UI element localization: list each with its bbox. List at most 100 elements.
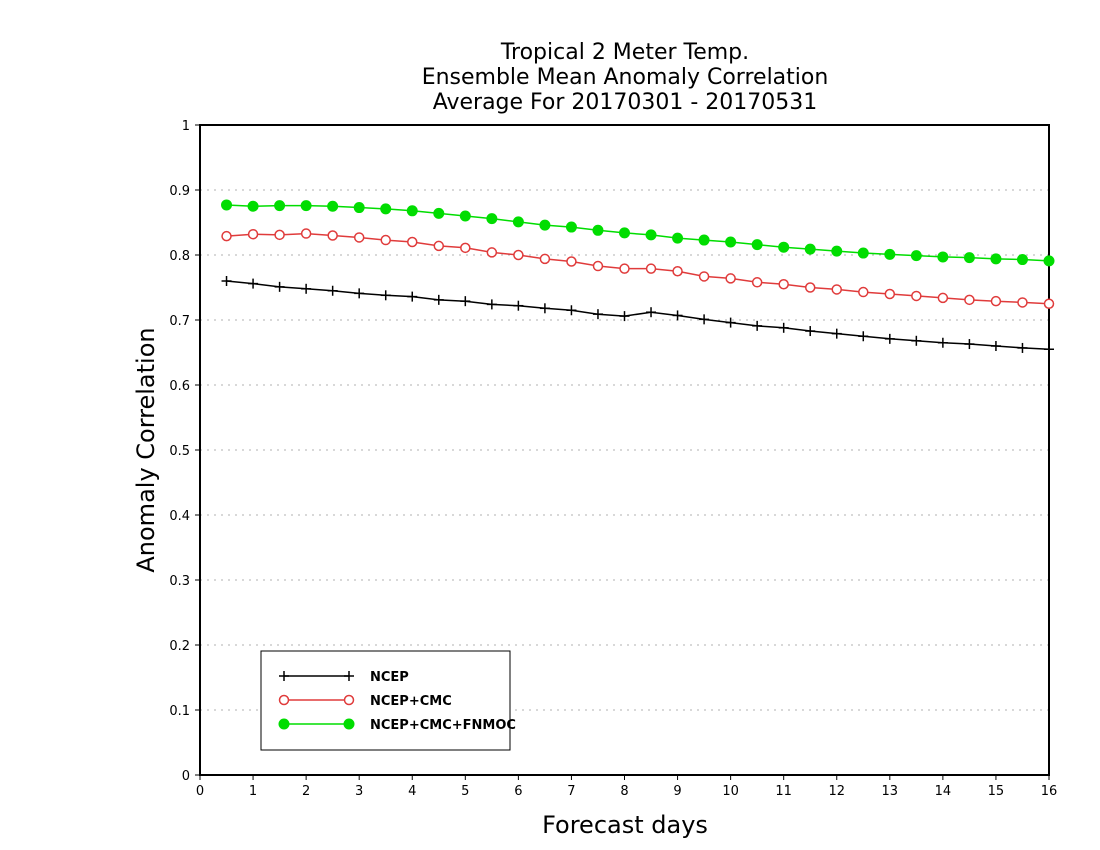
y-tick-label: 0.9 [169,184,190,199]
data-point-ncep-cmc-fnmoc [459,210,471,222]
data-point-ncep-cmc-fnmoc [433,207,445,219]
data-point-ncep-cmc-fnmoc [592,224,604,236]
legend-marker-end [343,694,355,706]
data-point-ncep-cmc [804,282,816,293]
data-point-ncep-cmc [964,294,975,306]
data-point-ncep [1044,344,1054,355]
legend-entry-ncep-cmc: NCEP+CMC [278,694,452,709]
data-point-ncep-cmc [645,263,657,274]
data-point-ncep-cmc [327,230,338,241]
data-point-ncep [699,314,710,325]
data-point-ncep-cmc [380,234,391,246]
legend-label-ncep-cmc-fnmoc: NCEP+CMC+FNMOC [370,718,516,733]
x-tick-label: 1 [249,784,257,799]
data-point-ncep [566,305,577,316]
data-point-ncep-cmc-fnmoc [910,250,922,262]
legend-marker-end [343,718,355,730]
data-point-ncep-cmc [247,228,259,240]
data-point-ncep-cmc-fnmoc [539,219,551,231]
data-point-ncep-cmc [778,279,789,290]
x-tick-label: 14 [935,784,952,799]
data-point-ncep [407,291,418,302]
data-point-ncep-cmc [274,229,285,241]
data-point-ncep-cmc [433,240,445,252]
data-point-ncep-cmc-fnmoc [565,221,577,233]
data-point-ncep [911,335,922,346]
data-point-ncep-cmc-fnmoc [486,213,498,225]
legend-marker-start [279,671,289,681]
data-point-ncep [592,309,603,320]
data-point-ncep [513,300,524,311]
data-point-ncep [327,285,338,296]
x-tick-label: 4 [408,784,416,799]
data-point-ncep [858,331,869,342]
legend-marker-end [344,671,354,681]
data-point-ncep-cmc-fnmoc [698,234,710,246]
data-point-ncep-cmc-fnmoc [327,200,339,212]
data-point-ncep-cmc-fnmoc [619,227,630,239]
data-point-ncep-cmc [831,284,842,295]
y-tick-label: 1 [182,119,190,134]
series-ncep [221,276,1054,355]
data-point-ncep-cmc [884,288,896,300]
legend-label-ncep: NCEP [370,670,409,685]
data-point-ncep [964,339,975,350]
data-point-ncep [672,310,683,321]
chart-title-line-2: Ensemble Mean Anomaly Correlation [422,65,829,90]
data-point-ncep [884,333,895,344]
data-point-ncep [486,299,497,310]
data-point-ncep [831,328,842,339]
data-point-ncep-cmc [460,242,471,254]
x-tick-label: 6 [514,784,522,799]
data-point-ncep [752,320,763,331]
data-point-ncep-cmc-fnmoc [804,243,816,255]
series-ncep-cmc-fnmoc [221,199,1055,267]
data-point-ncep-cmc [619,263,630,274]
series-line-ncep [226,280,1050,351]
chart-title-line-1: Tropical 2 Meter Temp. [500,40,749,65]
data-point-ncep-cmc [221,230,232,242]
y-tick-label: 0.7 [169,314,190,329]
data-point-ncep-cmc [592,260,604,272]
data-point-ncep [460,296,471,307]
data-point-ncep [274,281,285,292]
data-point-ncep-cmc-fnmoc [725,236,737,248]
x-tick-label: 10 [722,784,739,799]
data-point-ncep-cmc-fnmoc [353,202,365,214]
data-point-ncep-cmc-fnmoc [778,241,790,253]
data-point-ncep [539,303,550,314]
x-tick-label: 12 [828,784,845,799]
data-point-ncep [646,307,657,318]
y-tick-label: 0.1 [169,704,190,719]
data-point-ncep [619,311,630,322]
y-tick-label: 0.6 [169,379,190,394]
series-ncep-cmc [221,228,1055,309]
data-point-ncep-cmc [513,249,524,261]
x-tick-label: 0 [196,784,204,799]
data-point-ncep-cmc-fnmoc [645,229,657,241]
x-tick-label: 7 [567,784,575,799]
x-tick-label: 15 [988,784,1005,799]
data-point-ncep-cmc-fnmoc [1016,254,1028,266]
data-point-ncep-cmc [300,228,312,239]
data-point-ncep-cmc [990,295,1002,307]
y-tick-label: 0.2 [169,639,190,654]
data-point-ncep-cmc-fnmoc [963,252,975,264]
legend-entry-ncep: NCEP [279,670,409,685]
data-point-ncep-cmc-fnmoc [1043,255,1055,267]
data-point-ncep-cmc [407,236,418,248]
data-point-ncep-cmc-fnmoc [512,216,524,228]
chart-title: Tropical 2 Meter Temp. Ensemble Mean Ano… [422,40,829,115]
data-point-ncep-cmc-fnmoc [884,248,896,260]
data-point-ncep-cmc-fnmoc [380,203,392,215]
y-tick-label: 0 [182,769,190,784]
legend-label-ncep-cmc: NCEP+CMC [370,694,452,709]
series-line-ncep-cmc-fnmoc [226,204,1050,262]
data-point-ncep-cmc [858,286,869,298]
data-point-ncep-cmc-fnmoc [221,199,233,211]
x-tick-label: 2 [302,784,310,799]
data-point-ncep-cmc [539,253,551,265]
y-tick-label: 0.5 [169,444,190,459]
data-point-ncep-cmc [353,232,365,243]
axis-ticks: 00.10.20.30.40.50.60.70.80.910 1 2 3 4 5 6 7 8 9 1… [169,119,1057,799]
